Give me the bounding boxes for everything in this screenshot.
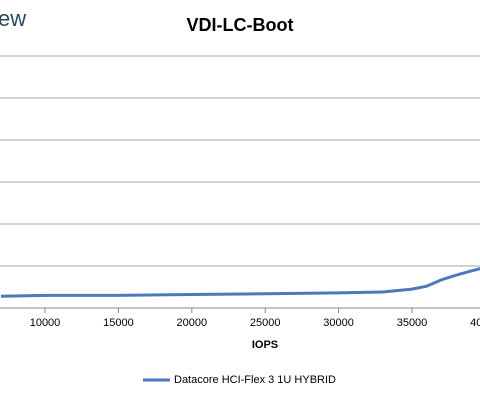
chart-title: VDI-LC-Boot	[187, 15, 294, 35]
x-tick-label: 30000	[323, 317, 354, 329]
x-tick-label: 35000	[397, 317, 428, 329]
logo: ew	[0, 6, 26, 31]
x-tick-label: 15000	[103, 317, 134, 329]
x-axis-label: IOPS	[252, 339, 278, 351]
x-tick-label: 10000	[30, 317, 61, 329]
x-tick-label: 25000	[250, 317, 281, 329]
legend-label: Datacore HCI-Flex 3 1U HYBRID	[174, 374, 336, 386]
x-tick-label: 20000	[177, 317, 208, 329]
data-line	[0, 267, 480, 298]
x-tick-label: 40000	[470, 317, 480, 329]
